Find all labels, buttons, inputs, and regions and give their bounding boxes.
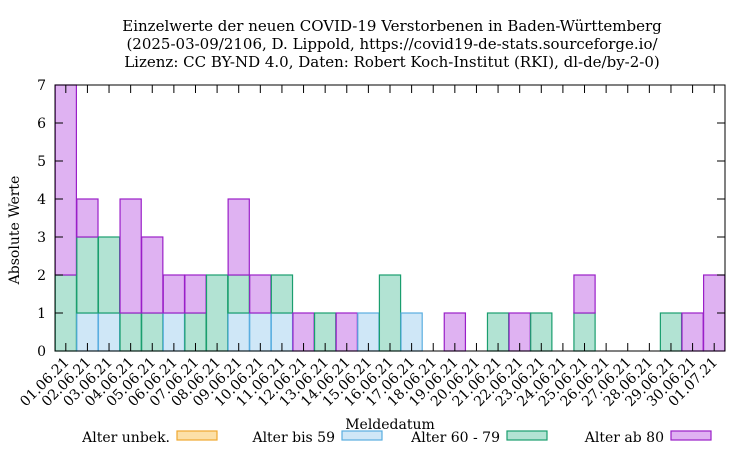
y-tick-label: 2 [37, 268, 46, 284]
chart-title: Einzelwerte der neuen COVID-19 Verstorbe… [122, 17, 662, 71]
bar-segment-09.06.21-series-3 [227, 198, 250, 276]
legend-label: Alter unbek. [81, 430, 170, 446]
x-axis-label: Meldedatum [345, 417, 435, 433]
legend-label: Alter 60 - 79 [410, 430, 500, 446]
x-axis: 01.06.2102.06.2103.06.2104.06.2105.06.21… [17, 85, 721, 410]
legend-label: Alter bis 59 [251, 430, 335, 446]
legend-swatch [670, 430, 712, 441]
bar-segment-04.06.21-series-3 [119, 198, 142, 314]
y-tick-label: 0 [37, 344, 46, 360]
chart-title-line: (2025-03-09/2106, D. Lippold, https://co… [126, 35, 658, 53]
legend-swatch [176, 430, 218, 441]
bar-segment-02.06.21-series-2 [76, 236, 99, 314]
bar-segment-02.06.21-series-3 [76, 198, 99, 238]
bar-segment-11.06.21-series-2 [270, 274, 294, 314]
bar-segment-10.06.21-series-3 [249, 274, 272, 314]
y-axis: 0 1 2 3 4 5 6 7 [37, 78, 725, 360]
bar-segment-06.06.21-series-3 [162, 274, 186, 314]
legend-label: Alter ab 80 [584, 430, 664, 446]
bar-segment-05.06.21-series-3 [141, 236, 164, 314]
bar-segment-03.06.21-series-2 [97, 236, 121, 314]
chart-title-line: Lizenz: CC BY-ND 4.0, Daten: Robert Koch… [124, 53, 660, 71]
chart-title-line: Einzelwerte der neuen COVID-19 Verstorbe… [122, 17, 662, 35]
bar-segment-01.06.21-series-3 [54, 84, 78, 276]
bar-segment-08.06.21-series-2 [205, 274, 229, 352]
y-tick-label: 3 [37, 230, 46, 246]
legend-swatch [506, 430, 548, 441]
legend: Alter unbek. Alter bis 59 Alter 60 - 79 Alt… [81, 430, 712, 446]
y-tick-label: 7 [37, 78, 46, 94]
y-axis-label: Absolute Werte [7, 176, 23, 286]
bar-segment-09.06.21-series-2 [227, 274, 250, 314]
y-tick-label: 1 [37, 306, 46, 322]
y-tick-label: 4 [37, 192, 46, 208]
y-tick-label: 6 [37, 116, 46, 132]
bars-group [54, 84, 726, 352]
legend-swatch [341, 430, 383, 441]
bar-segment-16.06.21-series-2 [378, 274, 402, 352]
y-tick-label: 5 [37, 154, 46, 170]
bar-segment-07.06.21-series-3 [184, 274, 207, 314]
bar-segment-25.06.21-series-3 [573, 274, 596, 314]
